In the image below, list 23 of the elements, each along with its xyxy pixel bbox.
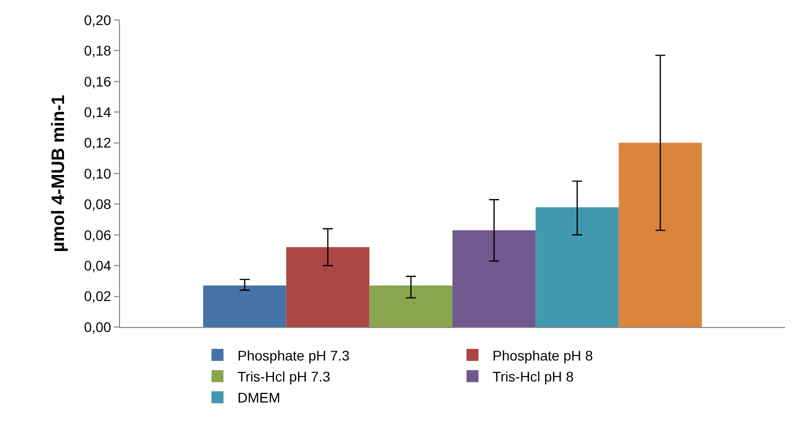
y-tick-label: 0,12 (84, 134, 112, 151)
y-tick-label: 0,00 (84, 318, 112, 335)
y-tick-label: 0,02 (84, 288, 112, 304)
y-tick-label: 0,14 (84, 104, 112, 120)
bar (369, 286, 452, 327)
y-tick-label: 0,16 (84, 73, 112, 90)
legend-label: Phosphate pH 8 (492, 347, 594, 364)
bar (452, 230, 536, 327)
y-tick-label: 0,20 (84, 12, 112, 28)
y-tick-label: 0,10 (84, 165, 112, 182)
bar (618, 142, 702, 327)
legend-label: DMEM (238, 390, 280, 406)
y-tick-label: 0,18 (84, 42, 112, 59)
y-tick-label: 0,04 (84, 258, 112, 274)
bar (536, 207, 619, 327)
legend-label: Tris-Hcl pH 7.3 (238, 368, 331, 385)
legend-label: Tris-Hcl pH 8 (492, 368, 574, 385)
y-axis-title: µmol 4-MUB min-1 (48, 94, 68, 252)
bar (286, 247, 370, 327)
y-tick-label: 0,08 (84, 196, 112, 212)
bar (203, 286, 286, 327)
legend-label: Phosphate pH 7.3 (238, 347, 350, 364)
y-tick-label: 0,06 (84, 226, 112, 243)
